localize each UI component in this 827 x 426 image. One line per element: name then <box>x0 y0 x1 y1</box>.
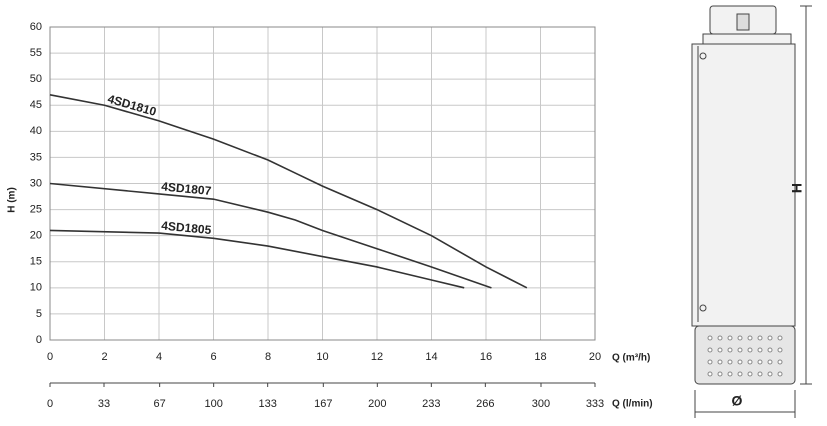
series-line <box>49 229 465 289</box>
y-tick-label: 25 <box>30 203 42 215</box>
y-tick-label: 50 <box>30 73 42 85</box>
y-tick-label: 20 <box>30 230 42 242</box>
x-tick-label: 12 <box>371 351 383 363</box>
y-tick-label: 35 <box>30 151 42 163</box>
series-label: 4SD1810 <box>106 92 158 119</box>
x2-tick-label: 67 <box>154 398 166 410</box>
pump-drawing <box>691 5 796 385</box>
series-line <box>49 182 492 289</box>
series-label: 4SD1805 <box>161 218 212 237</box>
x-tick-label: 16 <box>480 351 492 363</box>
y-tick-label: 15 <box>30 256 42 268</box>
y-tick-label: 55 <box>30 47 42 59</box>
x2-tick-label: 333 <box>586 398 604 410</box>
y-tick-label: 60 <box>30 21 42 33</box>
x2-tick-label: 33 <box>98 398 110 410</box>
x2-axis-label: Q (l/min) <box>612 399 653 410</box>
y-tick-label: 30 <box>30 177 42 189</box>
series-label: 4SD1807 <box>161 179 212 198</box>
diameter-label: Ø <box>732 393 743 409</box>
x-axis-label: Q (m³/h) <box>612 353 650 364</box>
x-tick-label: 0 <box>47 351 53 363</box>
x-tick-label: 2 <box>101 351 107 363</box>
x2-tick-label: 0 <box>47 398 53 410</box>
y-tick-label: 40 <box>30 125 42 137</box>
y-tick-label: 5 <box>36 308 42 320</box>
x2-tick-label: 167 <box>314 398 332 410</box>
x-tick-label: 4 <box>156 351 162 363</box>
x-tick-label: 18 <box>534 351 546 363</box>
x-tick-label: 14 <box>425 351 437 363</box>
y-axis-label: H (m) <box>7 187 18 213</box>
series-line <box>49 94 528 289</box>
dimension-lines <box>694 5 812 418</box>
x-tick-label: 20 <box>589 351 601 363</box>
x2-tick-label: 233 <box>422 398 440 410</box>
y-tick-label: 45 <box>30 99 42 111</box>
y-tick-label: 10 <box>30 282 42 294</box>
x2-tick-label: 200 <box>368 398 386 410</box>
x2-tick-label: 133 <box>258 398 276 410</box>
x-tick-label: 10 <box>316 351 328 363</box>
x2-tick-label: 300 <box>532 398 550 410</box>
x-tick-label: 8 <box>265 351 271 363</box>
x2-tick-label: 100 <box>204 398 222 410</box>
y-tick-label: 0 <box>36 334 42 346</box>
x2-tick-label: 266 <box>476 398 494 410</box>
x-tick-label: 6 <box>210 351 216 363</box>
height-label: H <box>789 183 805 193</box>
